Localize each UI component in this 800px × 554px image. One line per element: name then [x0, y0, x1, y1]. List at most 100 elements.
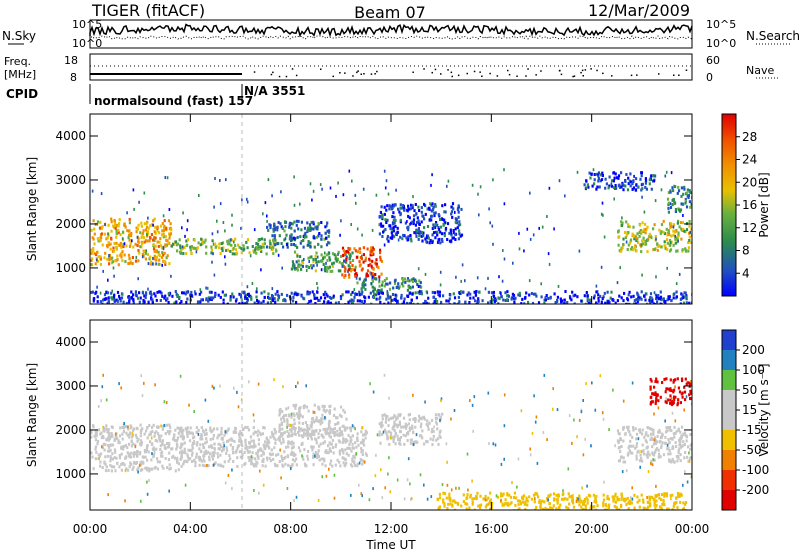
power-echo-cell	[364, 287, 367, 291]
power-echo-cell	[392, 211, 395, 215]
velocity-echo-cell	[586, 501, 589, 505]
velocity-echo-cell	[359, 441, 363, 445]
power-echo-cell	[194, 290, 196, 294]
velocity-echo-cell	[151, 430, 154, 433]
power-echo-cell	[112, 295, 116, 299]
velocity-echo-cell	[219, 453, 222, 457]
power-echo-cell	[107, 296, 110, 300]
power-echo-cell	[316, 255, 319, 259]
power-echo-cell	[580, 299, 583, 303]
velocity-echo-cell	[207, 419, 210, 423]
velocity-echo-cell	[422, 415, 426, 419]
power-echo-cell	[402, 300, 405, 304]
velocity-echo-cell	[155, 425, 159, 429]
power-echo-cell	[263, 290, 266, 294]
power-echo-cell	[652, 174, 655, 178]
velocity-echo-cell	[285, 445, 288, 449]
freq-sample	[295, 74, 298, 77]
velocity-echo-cell	[339, 433, 343, 436]
velocity-echo-cell	[398, 423, 402, 427]
velocity-echo-cell	[338, 413, 342, 417]
velocity-echo-cell	[682, 483, 684, 487]
power-echo-cell	[290, 267, 293, 271]
power-echo-cell	[93, 227, 96, 231]
power-echo-cell	[256, 287, 258, 291]
velocity-echo-cell	[155, 430, 158, 434]
velocity-echo-cell	[135, 436, 138, 440]
velocity-echo-cell	[113, 437, 116, 441]
power-echo-cell	[295, 223, 298, 227]
power-echo-cell	[664, 247, 667, 251]
velocity-echo-cell	[124, 443, 128, 447]
velocity-echo-cell	[541, 499, 544, 503]
velocity-echo-cell	[627, 446, 630, 450]
velocity-echo-cell	[538, 500, 541, 504]
power-echo-cell	[460, 290, 462, 293]
power-echo-cell	[620, 185, 623, 189]
velocity-echo-cell	[631, 497, 634, 501]
velocity-echo-cell	[635, 454, 638, 458]
velocity-echo-cell	[128, 435, 131, 439]
velocity-echo-cell	[94, 457, 97, 461]
power-echo-cell	[678, 225, 681, 229]
velocity-echo-cell	[179, 446, 182, 450]
power-echo-cell	[350, 293, 353, 297]
velocity-echo-cell	[674, 441, 677, 445]
velocity-echo-cell	[666, 443, 669, 447]
power-echo-cell	[260, 268, 262, 272]
power-echo-cell	[248, 294, 251, 298]
velocity-echo-cell	[500, 462, 503, 466]
power-echo-cell	[666, 233, 669, 237]
power-echo-cell	[355, 272, 358, 276]
velocity-echo-cell	[169, 466, 172, 470]
power-echo-cell	[135, 226, 138, 230]
velocity-echo-cell	[436, 437, 440, 441]
velocity-echo-cell	[393, 435, 396, 439]
power-echo-cell	[136, 244, 139, 247]
power-echo-cell	[300, 294, 303, 298]
velocity-colorbar-block	[722, 450, 736, 471]
velocity-echo-cell	[679, 459, 682, 463]
power-echo-cell	[150, 293, 153, 297]
power-echo-cell	[683, 291, 686, 295]
velocity-echo-cell	[159, 444, 162, 448]
velocity-echo-cell	[465, 507, 468, 510]
velocity-echo-cell	[423, 442, 426, 446]
power-echo-cell	[370, 302, 373, 304]
power-echo-cell	[665, 227, 668, 231]
velocity-echo-cell	[199, 443, 202, 447]
power-echo-cell	[456, 208, 460, 211]
power-echo-cell	[688, 235, 691, 239]
power-echo-cell	[631, 246, 634, 249]
power-echo-cell	[452, 292, 455, 296]
velocity-echo-cell	[432, 438, 435, 442]
velocity-echo-cell	[432, 434, 435, 438]
power-echo-cell	[243, 247, 246, 251]
power-echo-cell	[430, 183, 432, 187]
power-echo-cell	[417, 291, 420, 294]
power-echo-cell	[371, 251, 374, 255]
velocity-echo-cell	[120, 386, 122, 390]
power-echo-cell	[107, 300, 110, 304]
velocity-echo-cell	[381, 432, 384, 436]
velocity-echo-cell	[647, 426, 650, 430]
power-echo-cell	[682, 301, 685, 304]
power-echo-cell	[205, 251, 208, 255]
power-echo-cell	[213, 295, 217, 298]
velocity-echo-cell	[660, 498, 663, 502]
freq-sample	[496, 75, 499, 77]
velocity-echo-cell	[224, 481, 227, 485]
velocity-echo-cell	[662, 499, 665, 503]
freq-sample	[581, 69, 584, 72]
velocity-echo-cell	[131, 442, 134, 446]
power-echo-cell	[320, 237, 323, 241]
power-echo-cell	[603, 235, 606, 239]
power-echo-cell	[263, 242, 266, 246]
velocity-echo-cell	[651, 400, 654, 404]
velocity-echo-cell	[661, 502, 664, 506]
velocity-echo-cell	[632, 444, 635, 448]
power-echo-cell	[408, 302, 411, 304]
power-echo-cell	[423, 302, 426, 304]
power-echo-cell	[676, 237, 679, 241]
velocity-echo-cell	[317, 436, 320, 439]
